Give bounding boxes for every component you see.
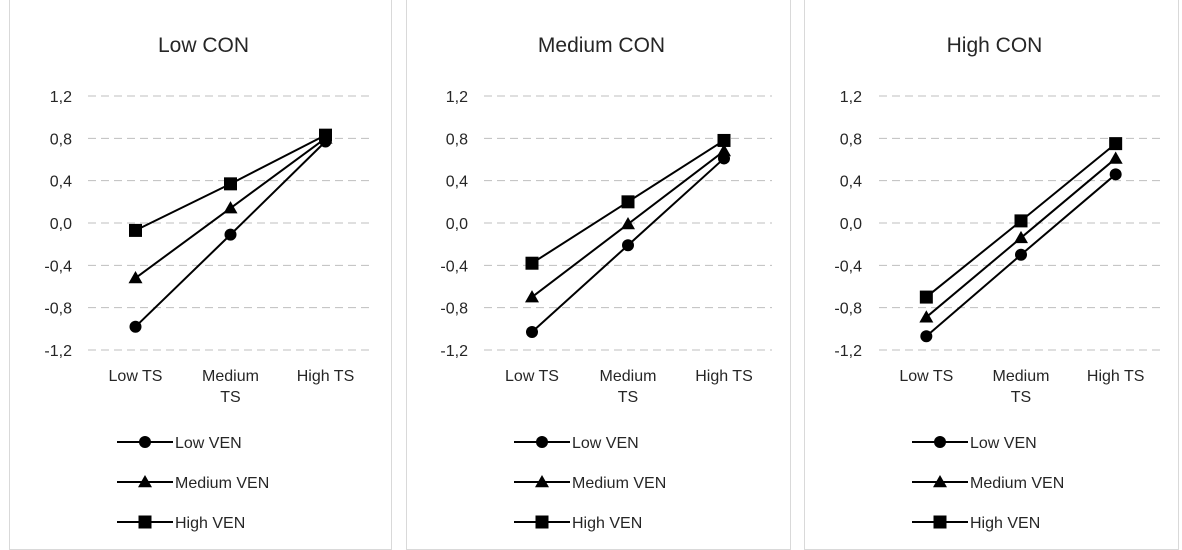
- legend-item-high-ven: High VEN: [912, 515, 1040, 532]
- legend-item-low-ven: Low VEN: [912, 435, 1037, 452]
- y-tick-label: 1,2: [50, 89, 72, 106]
- legend-label: High VEN: [970, 515, 1040, 532]
- data-point-square: [717, 133, 731, 147]
- data-point-triangle: [128, 271, 143, 284]
- chart-title: Medium CON: [538, 34, 665, 57]
- data-point-circle: [224, 228, 237, 241]
- y-tick-label: 0,0: [840, 216, 862, 233]
- legend-marker-square: [138, 515, 152, 529]
- x-tick-label: Medium TS: [202, 368, 259, 406]
- y-tick-label: -0,4: [440, 258, 468, 275]
- x-tick-label: Medium TS: [993, 368, 1050, 406]
- series-high-ven: [919, 137, 1123, 304]
- data-point-triangle: [1108, 151, 1123, 164]
- y-tick-label: 0,8: [50, 131, 72, 148]
- legend-label: High VEN: [175, 515, 245, 532]
- legend-item-medium-ven: Medium VEN: [117, 475, 269, 492]
- series-medium-ven: [128, 131, 333, 284]
- y-tick-label: 0,8: [446, 131, 468, 148]
- data-point-square: [621, 195, 635, 209]
- chart-low-con: Low CON 1,2 0,8 0,4 0,0 -0,4 -0,8 -1,2 Low TS Med…: [44, 34, 373, 532]
- legend-marker-triangle: [535, 475, 549, 488]
- data-point-circle: [920, 330, 933, 343]
- legend-label: Medium VEN: [970, 475, 1064, 492]
- series-medium-ven: [525, 144, 731, 303]
- legend-label: Medium VEN: [572, 475, 666, 492]
- y-tick-label: -0,4: [834, 258, 862, 275]
- legend-item-low-ven: Low VEN: [514, 435, 639, 452]
- data-point-square: [129, 223, 142, 237]
- legend-label: Medium VEN: [175, 475, 269, 492]
- x-tick-label: High TS: [1087, 368, 1145, 385]
- legend-item-high-ven: High VEN: [514, 515, 642, 532]
- x-tick-label: Low TS: [899, 368, 953, 385]
- data-point-triangle: [525, 290, 539, 303]
- data-point-circle: [1015, 248, 1027, 261]
- y-tick-label: 0,0: [446, 216, 468, 233]
- series-low-ven: [129, 135, 332, 333]
- series-medium-ven: [919, 151, 1123, 323]
- data-point-square: [224, 177, 237, 191]
- y-tick-label: 0,0: [50, 216, 72, 233]
- legend-marker-triangle: [138, 475, 152, 488]
- legend-item-medium-ven: Medium VEN: [912, 475, 1064, 492]
- legend-label: Low VEN: [970, 435, 1037, 452]
- legend-item-low-ven: Low VEN: [117, 435, 242, 452]
- data-point-square: [1014, 214, 1028, 228]
- data-point-circle: [129, 320, 142, 333]
- data-point-circle: [526, 326, 538, 339]
- y-tick-label: 0,4: [50, 174, 72, 191]
- legend-label: Low VEN: [175, 435, 242, 452]
- data-point-triangle: [717, 144, 731, 157]
- y-tick-label: 1,2: [446, 89, 468, 106]
- x-tick-label: High TS: [695, 368, 753, 385]
- y-tick-label: 0,4: [446, 174, 468, 191]
- y-tick-label: -0,4: [44, 258, 72, 275]
- legend-marker-triangle: [933, 475, 947, 488]
- chart-title: High CON: [947, 34, 1043, 57]
- legend-marker-circle: [139, 436, 151, 448]
- chart-title: Low CON: [158, 34, 249, 57]
- data-point-circle: [622, 239, 634, 252]
- data-point-square: [919, 290, 933, 304]
- chart-medium-con: Medium CON 1,2 0,8 0,4 0,0 -0,4 -0,8 -1,2 Low TS…: [440, 34, 772, 532]
- legend-marker-circle: [934, 436, 946, 448]
- legend-item-medium-ven: Medium VEN: [514, 475, 666, 492]
- series-high-ven: [129, 128, 332, 237]
- y-tick-label: 0,8: [840, 131, 862, 148]
- series-high-ven: [525, 133, 731, 270]
- series-low-ven: [920, 168, 1122, 343]
- x-tick-label: Low TS: [109, 368, 163, 385]
- data-point-square: [319, 128, 332, 142]
- chart-high-con: High CON 1,2 0,8 0,4 0,0 -0,4 -0,8 -1,2 Low TS Me…: [834, 34, 1163, 532]
- legend-label: Low VEN: [572, 435, 639, 452]
- chart-panel-medium-con: Medium CON 1,2 0,8 0,4 0,0 -0,4 -0,8 -1,2 Low TS…: [406, 0, 791, 550]
- x-tick-label: Low TS: [505, 368, 559, 385]
- y-tick-label: -1,2: [834, 343, 862, 360]
- chart-panel-high-con: High CON 1,2 0,8 0,4 0,0 -0,4 -0,8 -1,2 Low TS Me…: [804, 0, 1179, 550]
- chart-panel-low-con: Low CON 1,2 0,8 0,4 0,0 -0,4 -0,8 -1,2 Low TS Med…: [9, 0, 392, 550]
- legend-label: High VEN: [572, 515, 642, 532]
- legend-marker-square: [535, 515, 549, 529]
- x-tick-label: Medium TS: [600, 368, 657, 406]
- y-tick-label: -1,2: [440, 343, 468, 360]
- legend-marker-circle: [536, 436, 548, 448]
- data-point-triangle: [621, 217, 635, 230]
- y-tick-label: -0,8: [834, 301, 862, 318]
- y-tick-label: -1,2: [44, 343, 72, 360]
- y-tick-label: -0,8: [440, 301, 468, 318]
- y-tick-label: 1,2: [840, 89, 862, 106]
- y-tick-label: -0,8: [44, 301, 72, 318]
- data-point-triangle: [919, 310, 934, 323]
- y-tick-label: 0,4: [840, 174, 862, 191]
- data-point-triangle: [1014, 230, 1028, 244]
- data-point-square: [1109, 137, 1123, 151]
- data-point-square: [525, 256, 539, 270]
- legend-item-high-ven: High VEN: [117, 515, 245, 532]
- x-tick-label: High TS: [297, 368, 355, 385]
- data-point-circle: [1109, 168, 1122, 181]
- data-point-triangle: [223, 201, 238, 214]
- legend-marker-square: [933, 515, 947, 529]
